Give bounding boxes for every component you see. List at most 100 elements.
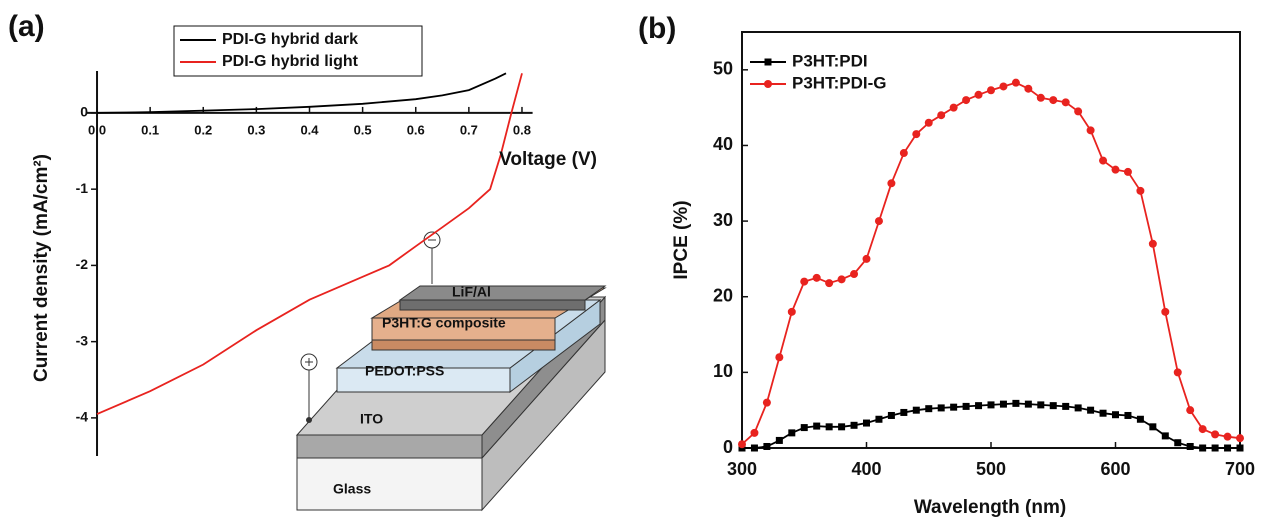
marker [863,420,870,427]
marker [1237,445,1244,452]
x-axis-label: Voltage (V) [499,149,597,170]
marker [1162,432,1169,439]
marker [962,96,970,104]
anode-contact [306,417,312,423]
marker [1062,403,1069,410]
marker [900,149,908,157]
marker [1212,445,1219,452]
marker [1149,240,1157,248]
marker [764,80,772,88]
marker [1025,401,1032,408]
y-tick-label: 0 [80,104,88,120]
series-line [97,73,506,113]
marker [1124,412,1131,419]
y-tick-label: 30 [713,210,733,230]
device-inset: LiF/Al P3HT:G composite PEDOT:PSS ITO Gl… [297,232,605,510]
marker [825,279,833,287]
x-tick-label: 0.7 [460,122,478,137]
lif-front [400,300,585,310]
marker [765,59,772,66]
x-tick-label: 500 [976,459,1006,479]
inset-label: ITO [360,411,383,427]
y-tick-label: 50 [713,59,733,79]
plot-frame [742,32,1240,448]
marker [800,278,808,286]
x-tick-label: 0.4 [300,122,319,137]
marker [1074,107,1082,115]
marker [1024,85,1032,93]
marker [1236,434,1244,442]
marker [1211,430,1219,438]
marker [751,445,758,452]
marker [912,130,920,138]
marker [1112,411,1119,418]
marker [988,401,995,408]
legend-label: P3HT:PDI-G [792,73,886,92]
marker [776,437,783,444]
x-tick-label: 0.6 [407,122,425,137]
glass-front [297,458,482,510]
marker [1087,407,1094,414]
figure: LiF/Al P3HT:G composite PEDOT:PSS ITO Gl… [0,0,1265,523]
marker [900,409,907,416]
marker [999,82,1007,90]
legend-label: P3HT:PDI [792,51,868,70]
marker [950,104,958,112]
x-tick-label: 0.8 [513,122,531,137]
x-tick-label: 0.5 [354,122,372,137]
marker [1199,425,1207,433]
marker [1087,126,1095,134]
marker [1100,410,1107,417]
marker [1075,404,1082,411]
marker [1199,445,1206,452]
marker [826,423,833,430]
marker [1187,443,1194,450]
y-tick-label: -1 [76,180,89,196]
marker [875,416,882,423]
marker [1136,187,1144,195]
y-tick-label: 20 [713,285,733,305]
marker [788,308,796,316]
panel-label: (a) [8,10,45,43]
marker [1174,439,1181,446]
x-tick-label: 400 [851,459,881,479]
x-tick-label: 0.2 [194,122,212,137]
x-axis-label: Wavelength (nm) [914,497,1066,518]
x-tick-label: 0.0 [88,122,106,137]
marker [1049,96,1057,104]
inset-label: Glass [333,481,371,497]
legend-label: PDI-G hybrid light [222,53,359,70]
marker [1174,368,1182,376]
marker [925,119,933,127]
series-line [742,83,1240,445]
y-tick-label: -3 [76,332,89,348]
y-axis-label: IPCE (%) [671,200,692,279]
x-tick-label: 0.3 [247,122,265,137]
panel-label: (b) [638,12,676,45]
marker [1037,94,1045,102]
marker [1012,400,1019,407]
marker [950,404,957,411]
x-tick-label: 700 [1225,459,1255,479]
marker [788,429,795,436]
marker [738,440,746,448]
marker [850,270,858,278]
marker [888,412,895,419]
lif-top [400,286,605,300]
y-tick-label: 40 [713,134,733,154]
ito-front [297,435,482,458]
marker [863,255,871,263]
x-tick-label: 600 [1100,459,1130,479]
marker [987,86,995,94]
marker [975,91,983,99]
marker [975,402,982,409]
marker [1186,406,1194,414]
marker [875,217,883,225]
marker [887,179,895,187]
marker [1000,401,1007,408]
marker [1050,402,1057,409]
legend-label: PDI-G hybrid dark [222,31,358,48]
marker [1149,423,1156,430]
marker [1224,445,1231,452]
marker [1099,157,1107,165]
